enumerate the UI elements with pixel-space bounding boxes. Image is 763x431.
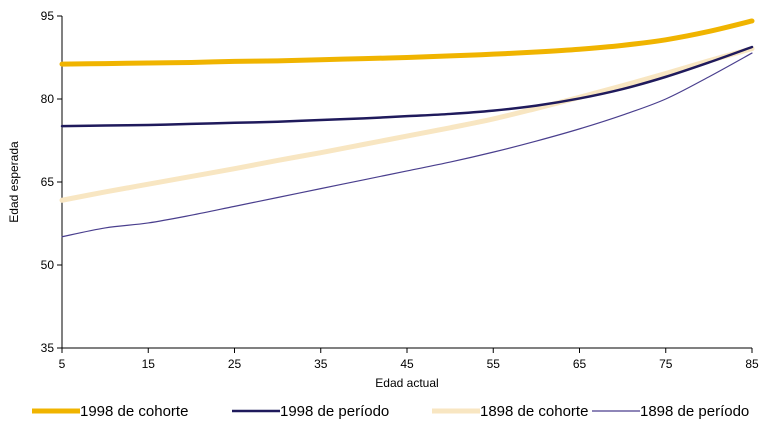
x-tick-label: 55 <box>487 357 501 371</box>
x-tick-label: 65 <box>573 357 587 371</box>
series-line <box>60 45 754 128</box>
x-tick-label: 5 <box>59 357 66 371</box>
x-tick-label: 75 <box>659 357 673 371</box>
y-tick-label: 65 <box>41 175 55 189</box>
x-tick-label: 25 <box>228 357 242 371</box>
x-tick-label: 35 <box>314 357 328 371</box>
x-tick-label: 85 <box>745 357 759 371</box>
x-tick-label: 45 <box>400 357 414 371</box>
y-tick-label: 80 <box>41 92 55 106</box>
axis-ticks: 35 50 65 80 95 5 15 25 35 45 55 65 75 85 <box>41 9 759 371</box>
legend-label: 1998 de período <box>280 403 389 420</box>
series-line <box>59 46 755 203</box>
y-axis-title: Edad esperada <box>7 141 21 223</box>
legend-label: 1998 de cohorte <box>80 403 188 420</box>
y-tick-label: 35 <box>41 341 55 355</box>
series-line <box>59 18 755 67</box>
legend-label: 1898 de período <box>640 403 749 420</box>
y-tick-label: 50 <box>41 258 55 272</box>
x-tick-label: 15 <box>142 357 156 371</box>
legend-label: 1898 de cohorte <box>480 403 588 420</box>
series-lines <box>59 18 755 238</box>
y-tick-label: 95 <box>41 9 55 23</box>
series-line <box>61 52 753 238</box>
legend: 1998 de cohorte 1998 de período 1898 de co… <box>32 403 749 420</box>
x-axis-title: Edad actual <box>375 376 438 390</box>
